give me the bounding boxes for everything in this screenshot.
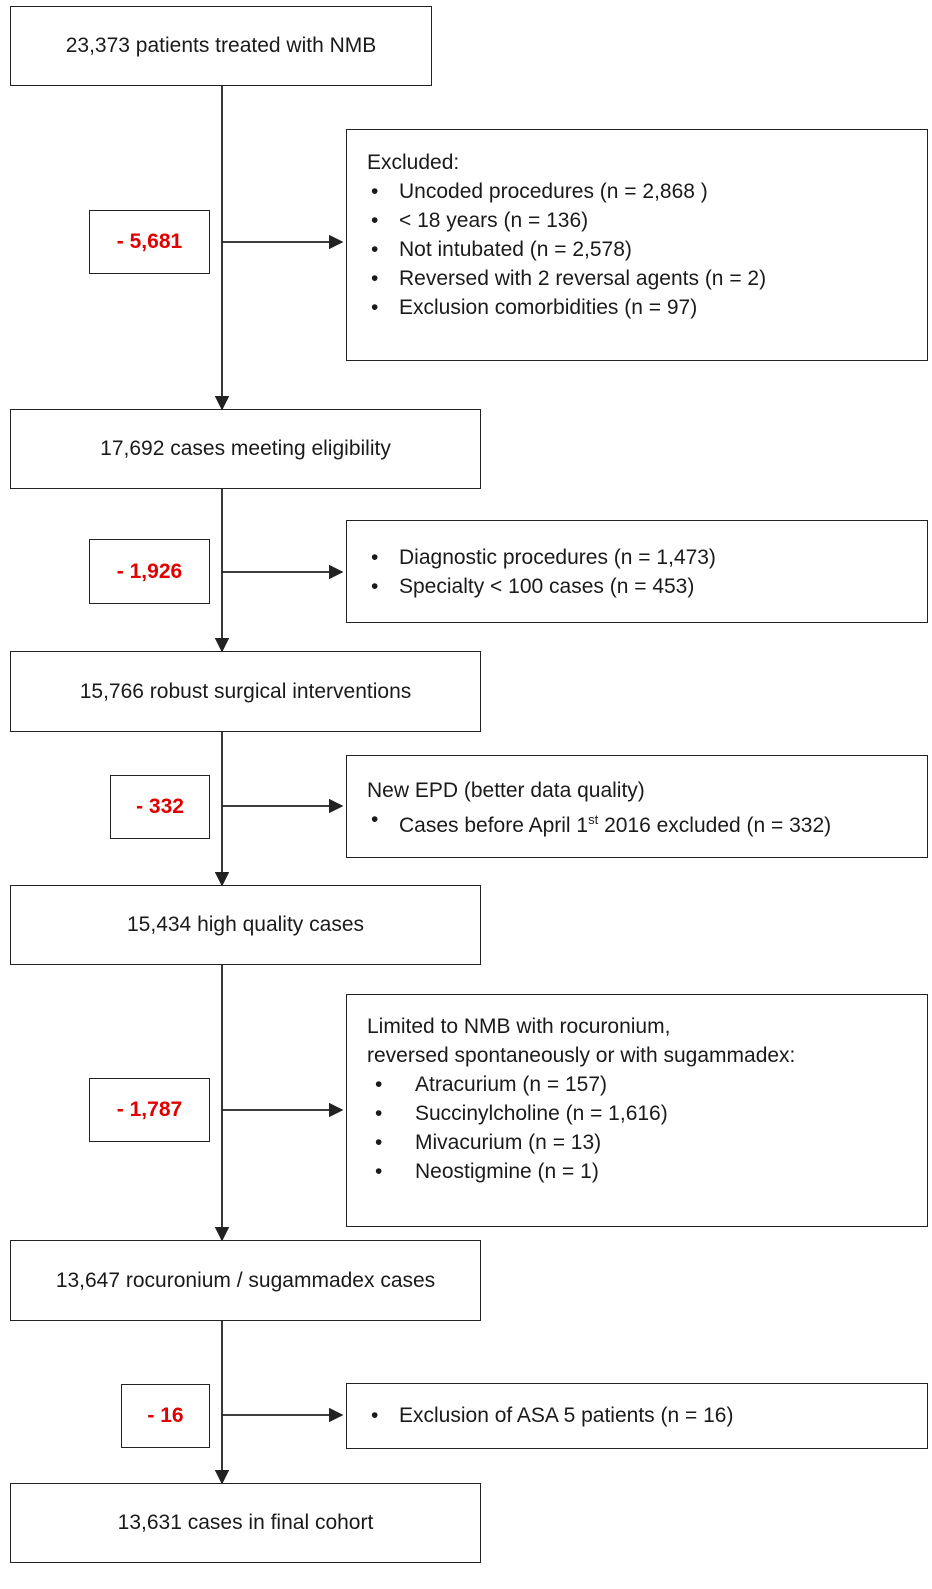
exclusion-box-4: Limited to NMB with rocuronium, reversed… [346, 994, 928, 1227]
removed-count-box-4: - 1,787 [89, 1078, 210, 1142]
list-item: • Diagnostic procedures (n = 1,473) [367, 543, 917, 572]
bullet-icon: • [371, 267, 379, 290]
list-item: • Neostigmine (n = 1) [367, 1157, 917, 1186]
bullet-icon: • [375, 1073, 383, 1096]
list-item: • Mivacurium (n = 13) [367, 1128, 917, 1157]
exclusion-box-3: New EPD (better data quality) • Cases bef… [346, 755, 928, 858]
step-box-1: 23,373 patients treated with NMB [10, 6, 432, 86]
exclusion-heading: New EPD (better data quality) [367, 779, 645, 802]
bullet-icon: • [371, 238, 379, 261]
exclusion-box-5: • Exclusion of ASA 5 patients (n = 16) [346, 1383, 928, 1449]
list-item: • Specialty < 100 cases (n = 453) [367, 572, 917, 601]
list-item: • Reversed with 2 reversal agents (n = 2) [367, 264, 917, 293]
exclusion-heading: Limited to NMB with rocuronium, [367, 1015, 671, 1038]
list-item: • Succinylcholine (n = 1,616) [367, 1099, 917, 1128]
bullet-icon: • [371, 180, 379, 203]
step-label: 15,766 robust surgical interventions [79, 679, 412, 703]
bullet-icon: • [371, 296, 379, 319]
exclusion-heading: Excluded: [367, 151, 460, 174]
list-item: • Cases before April 1st 2016 excluded (n… [367, 805, 917, 840]
list-item: • Exclusion of ASA 5 patients (n = 16) [367, 1401, 917, 1430]
removed-count: - 16 [147, 1404, 184, 1427]
exclusion-box-1: Excluded: • Uncoded procedures (n = 2,868… [346, 129, 928, 361]
step-box-5: 13,647 rocuronium / sugammadex cases [10, 1240, 481, 1321]
list-item: • < 18 years (n = 136) [367, 206, 917, 235]
bullet-icon: • [371, 808, 379, 831]
removed-count: - 1,926 [116, 559, 183, 583]
step-box-2: 17,692 cases meeting eligibility [10, 409, 481, 489]
exclusion-heading: reversed spontaneously or with sugammade… [367, 1044, 796, 1067]
removed-count-box-1: - 5,681 [89, 210, 210, 274]
step-box-6: 13,631 cases in final cohort [10, 1483, 481, 1563]
bullet-icon: • [375, 1160, 383, 1183]
exclusion-list: • Exclusion of ASA 5 patients (n = 16) [367, 1401, 917, 1430]
step-box-4: 15,434 high quality cases [10, 885, 481, 965]
removed-count-box-3: - 332 [110, 775, 210, 839]
exclusion-box-2: • Diagnostic procedures (n = 1,473) • Spec… [346, 520, 928, 623]
removed-count: - 1,787 [116, 1098, 183, 1121]
bullet-icon: • [371, 546, 379, 569]
list-item: • Not intubated (n = 2,578) [367, 235, 917, 264]
bullet-icon: • [375, 1102, 383, 1125]
step-label: 13,631 cases in final cohort [117, 1511, 374, 1534]
step-box-3: 15,766 robust surgical interventions [10, 651, 481, 732]
bullet-icon: • [371, 575, 379, 598]
bullet-icon: • [371, 209, 379, 232]
step-label: 23,373 patients treated with NMB [65, 34, 377, 57]
list-item: • Atracurium (n = 157) [367, 1070, 917, 1099]
removed-count: - 332 [136, 795, 184, 818]
removed-count-box-2: - 1,926 [89, 539, 210, 604]
list-item: • Uncoded procedures (n = 2,868 ) [367, 177, 917, 206]
step-label: 13,647 rocuronium / sugammadex cases [55, 1268, 436, 1292]
exclusion-list: • Atracurium (n = 157) • Succinylcholine (… [367, 1070, 917, 1186]
exclusion-list: • Cases before April 1st 2016 excluded (n… [367, 805, 917, 840]
bullet-icon: • [375, 1131, 383, 1154]
step-label: 15,434 high quality cases [127, 913, 364, 936]
bullet-icon: • [371, 1404, 379, 1427]
exclusion-list: • Diagnostic procedures (n = 1,473) • Spec… [367, 543, 917, 601]
removed-count-box-5: - 16 [121, 1384, 210, 1448]
list-item: • Exclusion comorbidities (n = 97) [367, 293, 917, 322]
removed-count: - 5,681 [116, 230, 183, 253]
step-label: 17,692 cases meeting eligibility [100, 437, 391, 460]
exclusion-list: • Uncoded procedures (n = 2,868 ) • < 18 y… [367, 177, 917, 322]
